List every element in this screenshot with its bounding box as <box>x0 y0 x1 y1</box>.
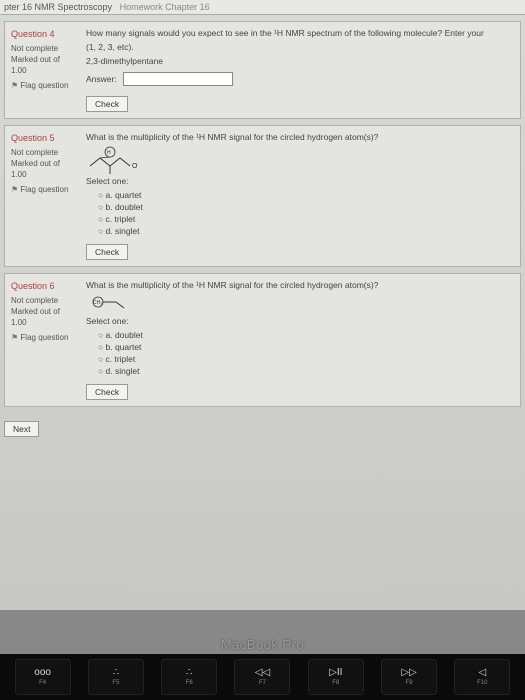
molecule-diagram-icon: O H <box>86 146 146 176</box>
question-5-title: Question 5 <box>11 132 74 145</box>
question-4-compound: 2,3-dimethylpentane <box>86 56 514 66</box>
fast-forward-icon: ▷▷ <box>401 668 416 678</box>
molecule-diagram-icon: CH₃ <box>86 294 136 316</box>
svg-text:CH₃: CH₃ <box>93 300 102 306</box>
option-d[interactable]: d. singlet <box>98 366 514 376</box>
rewind-icon: ◁◁ <box>255 668 270 678</box>
question-4-title: Question 4 <box>11 28 74 41</box>
breadcrumb-left: pter 16 NMR Spectroscopy <box>4 2 112 12</box>
question-4-prompt2: (1, 2, 3, etc). <box>86 42 514 52</box>
option-a[interactable]: a. doublet <box>98 330 514 340</box>
question-4-marked: Marked out of 1.00 <box>11 54 74 76</box>
question-6-panel: Question 6 Not complete Marked out of 1.… <box>4 273 521 407</box>
next-button[interactable]: Next <box>4 421 39 437</box>
question-6-prompt: What is the multiplicity of the ¹H NMR s… <box>86 280 514 290</box>
option-c[interactable]: c. triplet <box>98 354 514 364</box>
question-4-side: Question 4 Not complete Marked out of 1.… <box>5 22 80 118</box>
flag-question-link[interactable]: Flag question <box>11 184 74 195</box>
key-f8: ▷IIF8 <box>308 659 364 695</box>
svg-text:H: H <box>107 150 111 156</box>
question-6-body: What is the multiplicity of the ¹H NMR s… <box>80 274 520 406</box>
keyboard-dim-icon: ∴ <box>113 668 119 678</box>
key-f5: ∴F5 <box>88 659 144 695</box>
question-4-body: How many signals would you expect to see… <box>80 22 520 118</box>
key-f4: oooF4 <box>15 659 71 695</box>
question-5-side: Question 5 Not complete Marked out of 1.… <box>5 126 80 266</box>
key-f7: ◁◁F7 <box>234 659 290 695</box>
answer-input[interactable] <box>123 72 233 86</box>
breadcrumb-right: Homework Chapter 16 <box>115 2 210 12</box>
key-f9: ▷▷F9 <box>381 659 437 695</box>
question-5-panel: Question 5 Not complete Marked out of 1.… <box>4 125 521 267</box>
keyboard-bright-icon: ∴ <box>186 668 192 678</box>
answer-label: Answer: <box>86 74 117 84</box>
question-4-prompt: How many signals would you expect to see… <box>86 28 514 38</box>
quiz-screen: pter 16 NMR Spectroscopy Homework Chapte… <box>0 0 525 610</box>
option-b[interactable]: b. quartet <box>98 342 514 352</box>
select-one-label: Select one: <box>86 316 514 326</box>
question-5-options: a. quartet b. doublet c. triplet d. sing… <box>98 190 514 236</box>
question-6-status: Not complete <box>11 295 74 306</box>
question-5-status: Not complete <box>11 147 74 158</box>
question-6-options: a. doublet b. quartet c. triplet d. sing… <box>98 330 514 376</box>
key-f6: ∴F6 <box>161 659 217 695</box>
check-button[interactable]: Check <box>86 384 128 400</box>
play-pause-icon: ▷II <box>329 668 342 678</box>
keyboard-bar: oooF4 ∴F5 ∴F6 ◁◁F7 ▷IIF8 ▷▷F9 ◁F10 <box>0 654 525 700</box>
option-d[interactable]: d. singlet <box>98 226 514 236</box>
mute-icon: ◁ <box>478 668 486 678</box>
question-6-title: Question 6 <box>11 280 74 293</box>
nav-row: Next <box>4 417 521 437</box>
flag-question-link[interactable]: Flag question <box>11 332 74 343</box>
svg-text:O: O <box>132 163 138 170</box>
option-b[interactable]: b. doublet <box>98 202 514 212</box>
check-button[interactable]: Check <box>86 244 128 260</box>
select-one-label: Select one: <box>86 176 514 186</box>
question-5-marked: Marked out of 1.00 <box>11 158 74 180</box>
launchpad-icon: ooo <box>34 668 51 678</box>
question-6-side: Question 6 Not complete Marked out of 1.… <box>5 274 80 406</box>
key-f10: ◁F10 <box>454 659 510 695</box>
question-5-body: What is the multiplicity of the ¹H NMR s… <box>80 126 520 266</box>
answer-row: Answer: <box>86 72 514 86</box>
question-6-marked: Marked out of 1.00 <box>11 306 74 328</box>
page-header: pter 16 NMR Spectroscopy Homework Chapte… <box>0 0 525 15</box>
question-4-panel: Question 4 Not complete Marked out of 1.… <box>4 21 521 119</box>
option-c[interactable]: c. triplet <box>98 214 514 224</box>
flag-question-link[interactable]: Flag question <box>11 80 74 91</box>
check-button[interactable]: Check <box>86 96 128 112</box>
question-4-status: Not complete <box>11 43 74 54</box>
macbook-label: MacBook Pro <box>0 637 525 652</box>
question-5-prompt: What is the multiplicity of the ¹H NMR s… <box>86 132 514 142</box>
option-a[interactable]: a. quartet <box>98 190 514 200</box>
